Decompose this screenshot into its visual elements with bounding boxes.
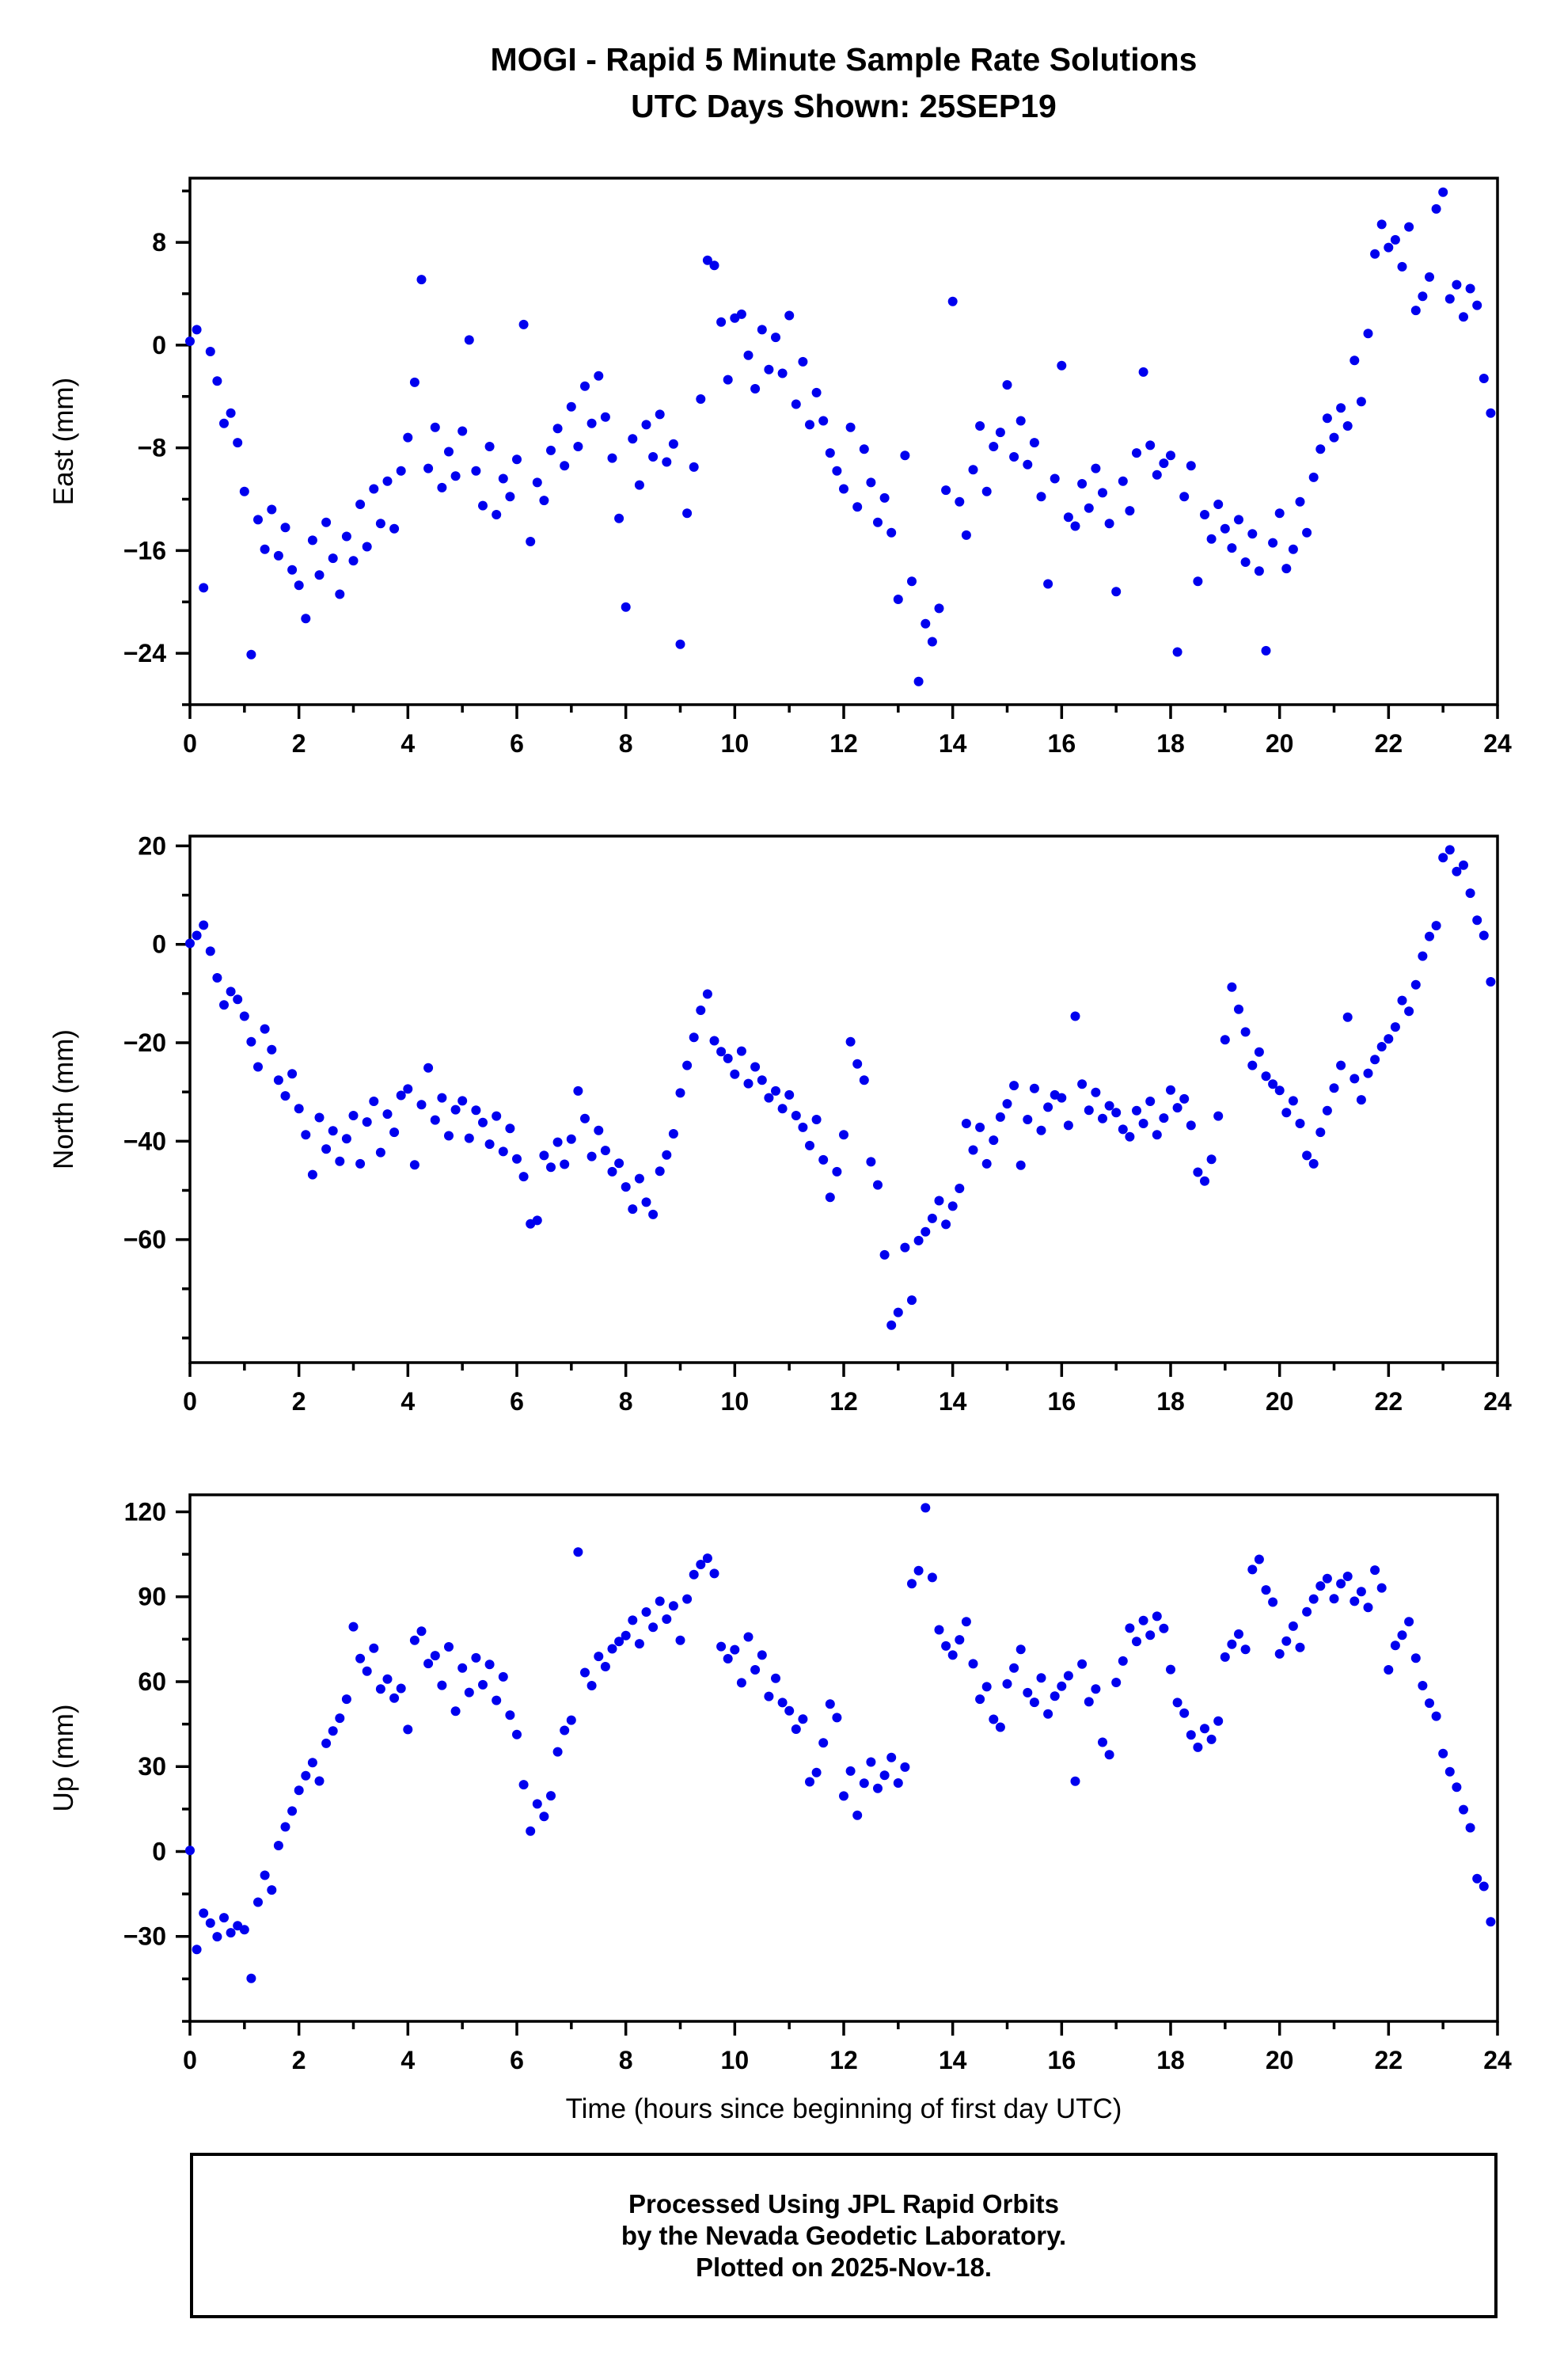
x-tick-label: 14 [939, 2046, 967, 2074]
x-tick-label: 2 [292, 2046, 306, 2074]
x-tick-label: 16 [1048, 729, 1076, 758]
x-tick-label: 20 [1266, 2046, 1294, 2074]
y-tick-label: −60 [123, 1226, 166, 1254]
x-tick-label: 24 [1483, 1387, 1512, 1416]
y-tick-label: 8 [152, 228, 166, 257]
x-tick-label: 18 [1156, 729, 1185, 758]
x-tick-label: 8 [619, 729, 633, 758]
y-tick-label: 30 [138, 1752, 166, 1781]
x-tick-label: 4 [400, 1387, 415, 1416]
x-tick-label: 6 [510, 1387, 524, 1416]
x-tick-label: 20 [1266, 729, 1294, 758]
plot-title-line2: UTC Days Shown: 25SEP19 [631, 88, 1057, 124]
x-tick-label: 22 [1375, 729, 1403, 758]
y-tick-label: 20 [138, 831, 166, 860]
x-tick-label: 22 [1375, 2046, 1403, 2074]
x-tick-label: 10 [721, 2046, 750, 2074]
x-tick-label: 6 [510, 2046, 524, 2074]
y-tick-label: −24 [123, 639, 166, 667]
footer-line3: Plotted on 2025-Nov-18. [695, 2252, 993, 2282]
x-tick-label: 12 [829, 2046, 858, 2074]
plot-title: MOGI - Rapid 5 Minute Sample Rate Soluti… [190, 36, 1498, 130]
footer-line1: Processed Using JPL Rapid Orbits [628, 2188, 1060, 2218]
x-tick-label: 22 [1375, 1387, 1403, 1416]
y-tick-label: −8 [138, 434, 166, 462]
y-tick-label: 90 [138, 1583, 166, 1611]
x-axis-label: Time (hours since beginning of first day… [566, 2093, 1122, 2124]
x-tick-label: 12 [829, 1387, 858, 1416]
x-tick-label: 12 [829, 729, 858, 758]
x-tick-label: 4 [400, 729, 415, 758]
x-tick-label: 4 [400, 2046, 415, 2074]
scatter-points-up [185, 1503, 1496, 1983]
x-tick-label: 20 [1266, 1387, 1294, 1416]
x-tick-label: 14 [939, 729, 967, 758]
x-tick-label: 0 [183, 1387, 197, 1416]
y-tick-label: −30 [123, 1922, 166, 1951]
scatter-points-north [185, 845, 1496, 1330]
y-tick-label: 0 [152, 331, 166, 359]
x-tick-label: 0 [183, 729, 197, 758]
y-tick-label: 60 [138, 1667, 166, 1696]
x-tick-label: 0 [183, 2046, 197, 2074]
y-axis-label-east: East (mm) [48, 378, 79, 505]
plot-frame-up [188, 1493, 1499, 2023]
x-tick-label: 16 [1048, 1387, 1076, 1416]
footer-box: Processed Using JPL Rapid Orbits by the … [190, 2153, 1498, 2318]
x-tick-label: 14 [939, 1387, 967, 1416]
x-tick-label: 18 [1156, 1387, 1185, 1416]
scatter-points-east [185, 187, 1496, 686]
x-tick-label: 16 [1048, 2046, 1076, 2074]
x-tick-label: 24 [1483, 729, 1512, 758]
x-tick-label: 10 [721, 729, 750, 758]
y-tick-label: 120 [124, 1497, 166, 1526]
y-tick-label: −40 [123, 1127, 166, 1155]
y-tick-label: −16 [123, 536, 166, 565]
x-tick-label: 10 [721, 1387, 750, 1416]
plot-title-line1: MOGI - Rapid 5 Minute Sample Rate Soluti… [490, 41, 1198, 78]
x-tick-label: 6 [510, 729, 524, 758]
y-tick-label: 0 [152, 1837, 166, 1865]
x-tick-label: 2 [292, 1387, 306, 1416]
plot-frame-east [188, 177, 1499, 706]
footer-line2: by the Nevada Geodetic Laboratory. [621, 2220, 1067, 2250]
plot-frame-north [188, 835, 1499, 1364]
y-tick-label: 0 [152, 930, 166, 959]
y-axis-label-north: North (mm) [48, 1029, 79, 1169]
x-tick-label: 24 [1483, 2046, 1512, 2074]
y-axis-label-up: Up (mm) [48, 1704, 79, 1812]
x-tick-label: 18 [1156, 2046, 1185, 2074]
x-tick-label: 8 [619, 2046, 633, 2074]
x-tick-label: 8 [619, 1387, 633, 1416]
y-tick-label: −20 [123, 1028, 166, 1057]
x-tick-label: 2 [292, 729, 306, 758]
